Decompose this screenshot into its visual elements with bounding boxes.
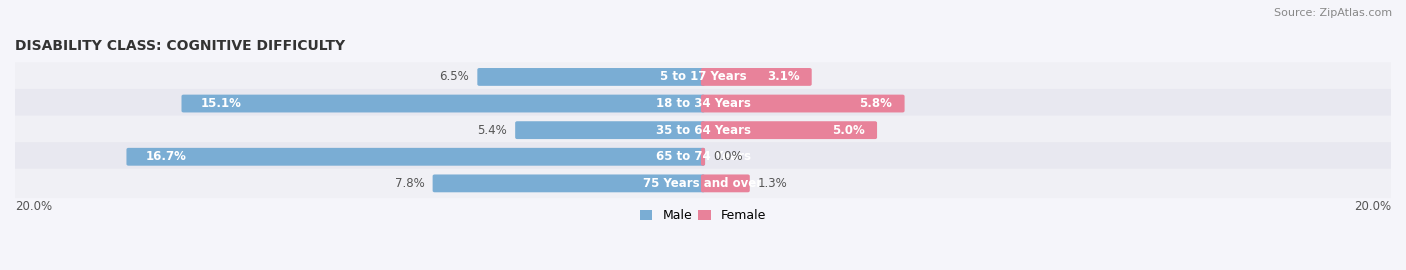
- Text: 18 to 34 Years: 18 to 34 Years: [655, 97, 751, 110]
- Text: 15.1%: 15.1%: [201, 97, 242, 110]
- Text: 5.0%: 5.0%: [832, 124, 865, 137]
- FancyBboxPatch shape: [702, 68, 811, 86]
- Text: 1.3%: 1.3%: [758, 177, 787, 190]
- FancyBboxPatch shape: [702, 148, 704, 166]
- FancyBboxPatch shape: [702, 174, 749, 192]
- Text: 35 to 64 Years: 35 to 64 Years: [655, 124, 751, 137]
- Legend: Male, Female: Male, Female: [636, 204, 770, 227]
- Text: 20.0%: 20.0%: [15, 200, 52, 213]
- Text: 75 Years and over: 75 Years and over: [644, 177, 762, 190]
- FancyBboxPatch shape: [13, 116, 1393, 145]
- FancyBboxPatch shape: [702, 94, 904, 113]
- Text: 20.0%: 20.0%: [1354, 200, 1391, 213]
- FancyBboxPatch shape: [13, 169, 1393, 198]
- Text: 5.8%: 5.8%: [859, 97, 893, 110]
- FancyBboxPatch shape: [181, 94, 704, 113]
- FancyBboxPatch shape: [477, 68, 704, 86]
- Text: 5 to 17 Years: 5 to 17 Years: [659, 70, 747, 83]
- FancyBboxPatch shape: [433, 174, 704, 192]
- Text: 5.4%: 5.4%: [477, 124, 508, 137]
- FancyBboxPatch shape: [127, 148, 704, 166]
- FancyBboxPatch shape: [13, 89, 1393, 118]
- FancyBboxPatch shape: [13, 142, 1393, 171]
- Text: 16.7%: 16.7%: [146, 150, 187, 163]
- Text: DISABILITY CLASS: COGNITIVE DIFFICULTY: DISABILITY CLASS: COGNITIVE DIFFICULTY: [15, 39, 344, 53]
- Text: 7.8%: 7.8%: [395, 177, 425, 190]
- Text: 6.5%: 6.5%: [439, 70, 470, 83]
- FancyBboxPatch shape: [702, 121, 877, 139]
- Text: Source: ZipAtlas.com: Source: ZipAtlas.com: [1274, 8, 1392, 18]
- Text: 65 to 74 Years: 65 to 74 Years: [655, 150, 751, 163]
- Text: 0.0%: 0.0%: [713, 150, 742, 163]
- FancyBboxPatch shape: [515, 121, 704, 139]
- Text: 3.1%: 3.1%: [766, 70, 800, 83]
- FancyBboxPatch shape: [13, 62, 1393, 92]
